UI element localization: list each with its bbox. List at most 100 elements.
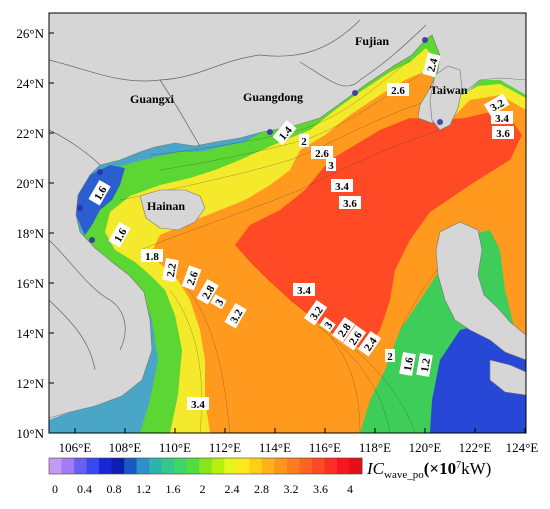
contour-label-bg [342,324,367,351]
contour-label: 2 [299,134,309,148]
contour-label: 3 [210,294,227,310]
contour-label: 1.6 [399,351,416,376]
colorbar-swatch [174,458,188,474]
contour-label-bg [181,265,202,291]
colorbar-tick-label: 1.6 [166,482,181,496]
lon-tick-label: 124°E [506,440,539,455]
contour-label-text: 2 [301,136,307,148]
contour-label: 3.4 [491,111,513,125]
contour-label-bg [319,316,336,333]
contour-label-bg [399,351,416,376]
contour-label-bg [331,179,353,192]
colorbar-swatch [324,458,338,474]
contour-label-bg [387,83,409,96]
border-line [259,19,361,57]
contour-line [169,289,202,433]
contour-label-text: 1.8 [145,251,159,263]
lon-tick-label: 118°E [359,440,391,455]
lat-tick-label: 26°N [16,26,44,41]
contour-label: 1.2 [416,352,433,377]
colorbar-swatch [124,458,138,474]
contour-label-bg [416,352,433,377]
colorbar-tick-label: 0.8 [107,482,122,496]
coastal-dot [437,119,443,125]
contour-label-text: 3.6 [496,128,510,140]
contour-label-bg [326,158,336,171]
contour-label-bg [299,134,309,147]
lon-tick-label: 122°E [459,440,492,455]
colorbar-swatch [286,458,300,474]
contour-label-bg [108,221,131,248]
contour-label-bg [187,397,209,410]
contour-label: 3.4 [187,397,209,411]
contour-label-bg [483,93,510,116]
border-line [49,299,96,371]
contour-labels: 2.42.63.23.43.61.4 22.633.43.61.61.61.82.… [88,52,514,411]
borders [49,19,427,371]
contour-label-text: 3 [213,297,226,308]
place-label-guangdong: Guangdong [243,90,303,104]
contour-label: 2.6 [311,146,333,160]
colorbar-tick-label: 4 [347,482,353,496]
colorbar-swatch [199,458,213,474]
contour-line [149,59,411,156]
colorbar-swatch [274,458,288,474]
contour-label: 3.6 [492,126,514,140]
contour-label-bg [491,111,513,124]
place-label-taiwan: Taiwan [430,83,468,97]
border-line [49,129,101,166]
colorbar-swatch [261,458,275,474]
lon-tick-label: 112°E [209,440,241,455]
contour-line [184,284,231,433]
contour-label-text: 3.4 [191,399,205,411]
luzon-island [435,221,526,361]
contour-label: 3 [319,316,336,333]
longitude-axis: 106°E 108°E 110°E 112°E 114°E 116°E 118°E 120°E… [59,428,539,455]
contour-label: 2.4 [422,52,441,78]
lat-tick-label: 14°N [16,326,44,341]
contour-line [289,299,361,433]
lat-tick-label: 20°N [16,176,44,191]
colorbar-swatch [186,458,200,474]
contour-label-text: 3.4 [297,285,311,297]
contour-label-text: 3 [328,160,334,172]
colorbar-tick-label: 2.4 [225,482,240,496]
coastal-dot [422,37,428,43]
contour-line [159,74,421,171]
contour-label-text: 3.6 [343,198,357,210]
lon-tick-label: 114°E [259,440,291,455]
contour-label-bg [224,302,247,329]
hainan-island [139,189,206,231]
lon-tick-label: 106°E [59,440,92,455]
contour-label: 3 [326,158,336,172]
contour-label: 2.6 [387,83,409,97]
border-line [359,24,427,81]
contour-label-bg [311,146,333,159]
contour-label-text: 2.6 [315,148,329,160]
colorbar-swatch [149,458,163,474]
colorbar-swatch [236,458,250,474]
contour-label-bg [196,278,219,305]
contour-label: 3.4 [331,179,353,193]
sea-band-east-blue [430,325,526,433]
contour-label-text: 2.4 [425,57,440,74]
contour-label-bg [331,316,356,343]
map-area: Fujian Guangxi Guangdong Taiwan Hainan 2… [49,13,526,433]
contour-label-bg [492,126,514,139]
contour-label-text: 1.6 [402,356,416,372]
border-line [159,79,201,147]
lat-tick-label: 22°N [16,126,44,141]
colorbar-tick-label: 2 [200,482,206,496]
contour-label-bg [88,179,111,206]
place-label-guangxi: Guangxi [130,92,175,106]
lat-tick-label: 10°N [16,426,44,441]
contour-label-bg [357,330,382,357]
coastal-dot [267,129,273,135]
coastal-dot [77,205,83,211]
coastal-dot [97,169,103,175]
lon-tick-label: 110°E [159,440,191,455]
lon-tick-label: 108°E [109,440,142,455]
contour-label-bg [422,52,441,78]
coastal-dot [89,237,95,243]
contour-label-bg [385,349,395,362]
